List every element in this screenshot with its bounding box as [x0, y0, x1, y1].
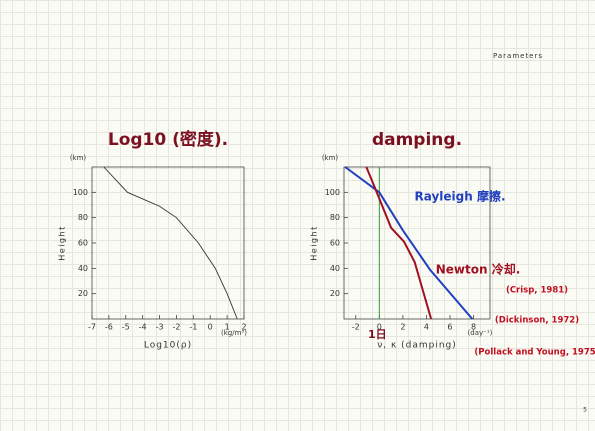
reference-citation: (Crisp, 1981) — [506, 286, 568, 296]
x-tick-label: 2 — [400, 323, 405, 332]
x-tick-label: 6 — [447, 323, 452, 332]
x-tick-label: -5 — [122, 323, 130, 332]
header: Parameters — [493, 52, 543, 60]
x-tick-label: 0 — [208, 323, 213, 332]
series-label: Rayleigh 摩擦. — [414, 189, 505, 204]
x-tick-label: -2 — [172, 323, 180, 332]
x-tick-label: -6 — [105, 323, 113, 332]
plot-frame — [91, 166, 245, 320]
x-tick-label: 1 — [225, 323, 230, 332]
x-axis-label: Log10(ρ) — [144, 341, 192, 351]
x-tick-label: 4 — [424, 323, 429, 332]
x-tick-label: -2 — [352, 323, 360, 332]
y-unit: (km) — [70, 154, 87, 162]
x-unit: (kg/m³) — [221, 329, 247, 337]
y-tick-label: 100 — [73, 188, 88, 197]
reference-citation: (Dickinson, 1972) — [495, 316, 579, 326]
series-line — [344, 166, 474, 320]
series-label: Newton 冷却. — [436, 262, 521, 277]
x-tick-label: -4 — [139, 323, 147, 332]
chart-title: damping. — [372, 130, 462, 150]
x-unit: (day⁻¹) — [468, 329, 493, 337]
y-tick-label: 60 — [330, 239, 340, 248]
y-axis-label: Height — [310, 225, 319, 260]
y-unit: (km) — [322, 154, 339, 162]
x-axis-label: ν, κ (damping) — [377, 341, 457, 351]
y-tick-label: 40 — [330, 264, 340, 273]
x-tick-label: 8 — [471, 323, 476, 332]
x-tick-label: -3 — [156, 323, 164, 332]
x-tick-label: 2 — [241, 323, 246, 332]
y-tick-label: 60 — [78, 239, 88, 248]
reference-citation: (Pollack and Young, 1975) — [474, 348, 595, 358]
y-tick-label: 20 — [330, 289, 340, 298]
y-tick-label: 80 — [330, 213, 340, 222]
y-tick-label: 20 — [78, 289, 88, 298]
x-tick-label: -1 — [189, 323, 197, 332]
y-tick-label: 100 — [325, 188, 340, 197]
y-tick-label: 40 — [78, 264, 88, 273]
x-tick-label: 0 — [377, 323, 382, 332]
series-line — [103, 166, 238, 320]
page-number: 5 — [583, 407, 587, 414]
y-axis-label: Height — [58, 225, 67, 260]
reference-label: 1日 — [368, 328, 387, 341]
x-tick-label: -7 — [88, 323, 96, 332]
chart-title: Log10 (密度). — [108, 129, 228, 150]
y-tick-label: 80 — [78, 213, 88, 222]
series-line — [365, 166, 433, 320]
